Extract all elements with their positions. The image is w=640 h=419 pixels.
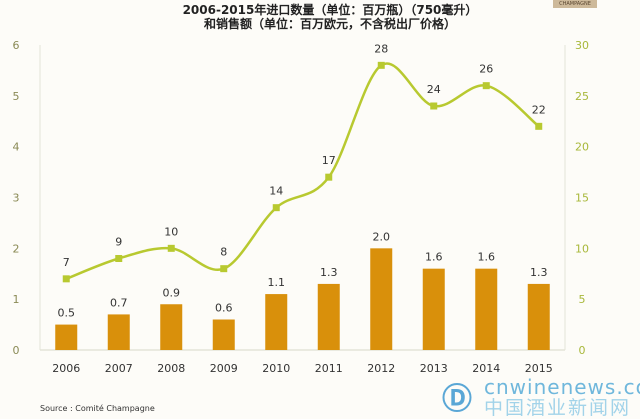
x-axis-tick: 2006 bbox=[52, 362, 80, 375]
bar bbox=[55, 324, 78, 350]
bar-data-label: 1.6 bbox=[425, 251, 443, 264]
bar bbox=[265, 294, 288, 350]
right-axis-tick: 15 bbox=[575, 192, 589, 205]
x-axis-tick: 2011 bbox=[315, 362, 343, 375]
line-data-label: 8 bbox=[220, 246, 227, 259]
bar bbox=[317, 283, 340, 350]
x-axis-tick: 2015 bbox=[525, 362, 553, 375]
line-point bbox=[377, 61, 385, 69]
bar bbox=[160, 304, 183, 350]
left-axis-tick: 5 bbox=[13, 90, 20, 103]
bar bbox=[212, 319, 235, 350]
line-data-label: 17 bbox=[322, 154, 336, 167]
right-axis-tick: 20 bbox=[575, 141, 589, 154]
source-note: Source : Comité Champagne bbox=[40, 404, 155, 413]
bar-data-label: 2.0 bbox=[373, 230, 391, 243]
watermark-name: 中国酒业新闻网 bbox=[484, 397, 632, 419]
right-axis-tick: 10 bbox=[575, 242, 589, 255]
bar-data-label: 1.6 bbox=[478, 251, 496, 264]
watermark-domain: cnwinenews.com bbox=[484, 375, 640, 399]
watermark-logo-icon: Ⓓ bbox=[442, 382, 472, 417]
line-data-label: 7 bbox=[63, 256, 70, 269]
bar-data-label: 0.9 bbox=[163, 286, 181, 299]
left-axis-tick: 4 bbox=[13, 141, 20, 154]
line-data-label: 9 bbox=[115, 236, 122, 249]
line-data-label: 28 bbox=[374, 42, 388, 55]
bar-data-label: 0.7 bbox=[110, 296, 128, 309]
sales-line bbox=[65, 62, 540, 280]
left-axis-tick: 6 bbox=[13, 39, 20, 52]
right-axis-tick: 25 bbox=[575, 90, 589, 103]
left-axis-tick: 2 bbox=[13, 242, 20, 255]
bar bbox=[370, 248, 393, 350]
left-axis-tick: 3 bbox=[13, 192, 20, 205]
line-data-label: 22 bbox=[532, 103, 546, 116]
line-point bbox=[482, 82, 490, 90]
bar-data-label: 0.5 bbox=[58, 307, 76, 320]
x-axis-tick: 2010 bbox=[262, 362, 290, 375]
line-point bbox=[325, 173, 333, 181]
line-point bbox=[430, 102, 438, 110]
x-axis-tick: 2012 bbox=[367, 362, 395, 375]
left-axis-tick: 1 bbox=[13, 293, 20, 306]
bar-data-label: 1.1 bbox=[268, 276, 286, 289]
line-point bbox=[115, 255, 123, 262]
line-point bbox=[272, 204, 280, 212]
line-point bbox=[220, 265, 228, 273]
chart-title-line1: 2006-2015年进口数量（单位：百万瓶）（750毫升） bbox=[182, 3, 478, 17]
champagne-badge: CHAMPAGNE bbox=[553, 0, 597, 8]
x-axis-tick: 2013 bbox=[420, 362, 448, 375]
bar-data-label: 0.6 bbox=[215, 302, 233, 315]
line-data-label: 26 bbox=[479, 63, 493, 76]
line-data-label: 24 bbox=[427, 83, 441, 96]
bar bbox=[422, 268, 445, 350]
right-axis-tick: 5 bbox=[579, 293, 586, 306]
line-data-label: 10 bbox=[164, 225, 178, 238]
right-axis-tick: 0 bbox=[579, 344, 586, 357]
line-point bbox=[167, 244, 175, 252]
left-axis-tick: 0 bbox=[13, 344, 20, 357]
chart-title-line2: 和销售额（单位：百万欧元，不含税出厂价格） bbox=[203, 17, 456, 31]
bar bbox=[527, 283, 550, 350]
bar bbox=[107, 314, 130, 350]
x-axis-tick: 2014 bbox=[472, 362, 500, 375]
bar-data-label: 1.3 bbox=[530, 266, 548, 279]
x-axis-tick: 2007 bbox=[105, 362, 133, 375]
x-axis-tick: 2008 bbox=[157, 362, 185, 375]
right-axis-tick: 30 bbox=[575, 39, 589, 52]
x-axis-tick: 2009 bbox=[210, 362, 238, 375]
line-point bbox=[62, 275, 70, 283]
bar-data-label: 1.3 bbox=[320, 266, 338, 279]
line-point bbox=[535, 122, 543, 130]
bar bbox=[475, 268, 498, 350]
line-data-label: 14 bbox=[269, 185, 283, 198]
